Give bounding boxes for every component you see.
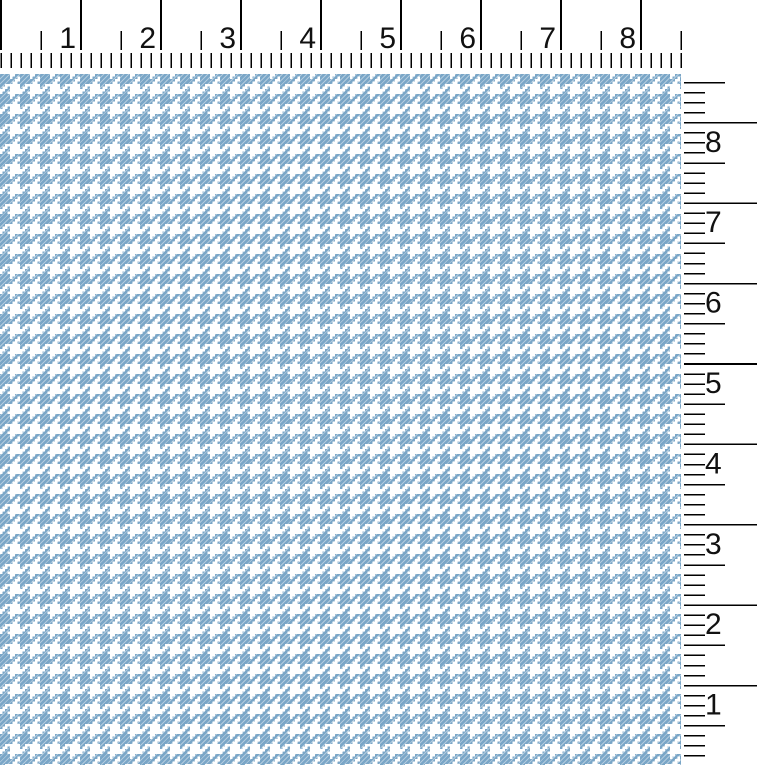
ruler-label: 3 (219, 22, 236, 55)
ruler-label: 5 (379, 22, 396, 55)
houndstooth-pattern (0, 74, 681, 765)
ruler-label: 8 (619, 22, 636, 55)
ruler-label: 7 (539, 22, 556, 55)
fabric-fill (0, 74, 681, 765)
ruler-label: 6 (705, 287, 722, 320)
ruler-label: 2 (139, 22, 156, 55)
ruler-label: 8 (705, 126, 722, 159)
ruler-label: 4 (705, 447, 722, 480)
horizontal-ruler: 1 2 3 4 5 6 7 8 (0, 0, 757, 74)
ruler-label: 1 (59, 22, 76, 55)
ruler-label: 2 (705, 608, 722, 641)
ruler-label: 6 (459, 22, 476, 55)
vertical-ruler: 1 2 3 4 5 6 7 8 (683, 74, 757, 765)
ruler-label: 3 (705, 528, 722, 561)
ruler-label: 7 (705, 206, 722, 239)
ruler-label: 5 (705, 367, 722, 400)
fabric-swatch (0, 74, 681, 765)
ruler-label: 4 (299, 22, 316, 55)
ruler-label: 1 (705, 689, 722, 722)
